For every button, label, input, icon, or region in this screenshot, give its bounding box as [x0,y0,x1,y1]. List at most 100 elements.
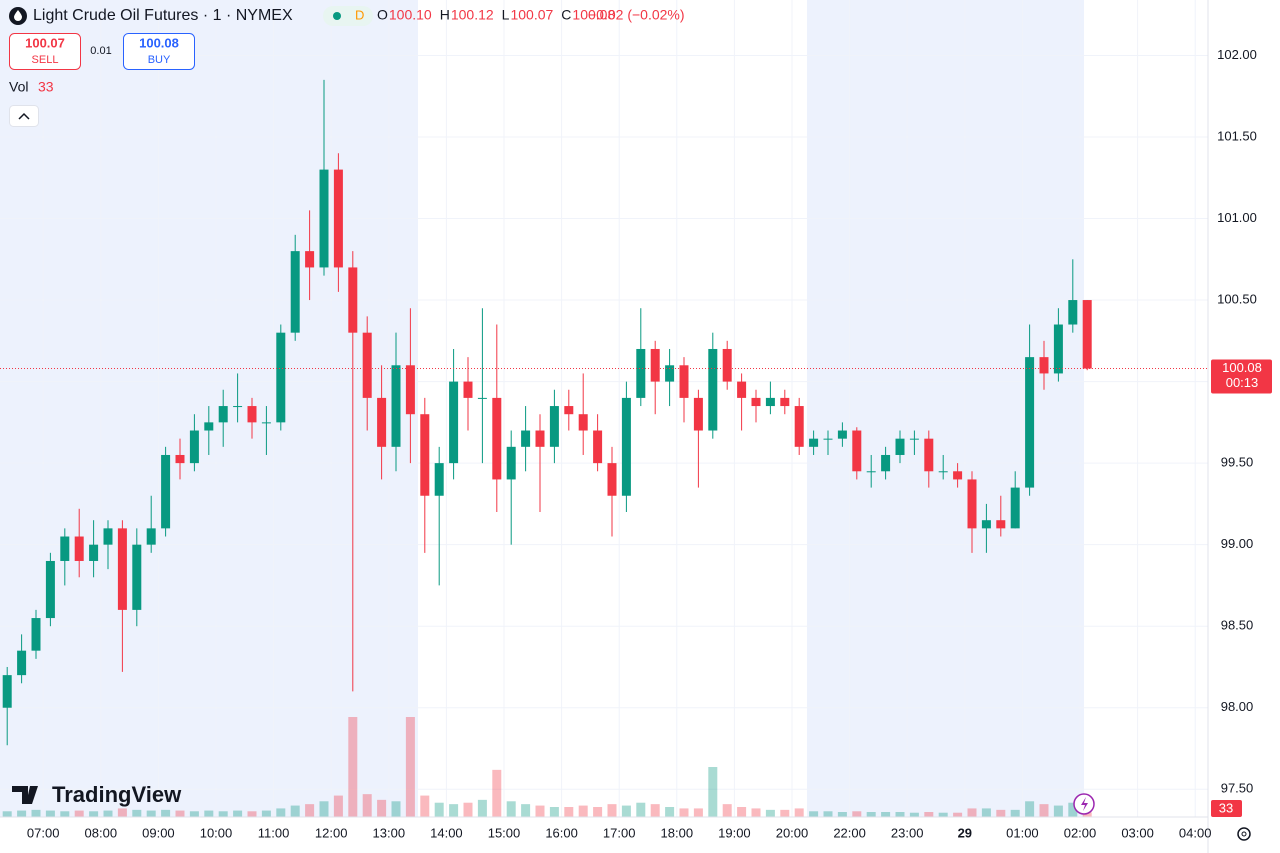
volume-bar [996,809,1006,817]
sell-button[interactable] [9,33,81,70]
volume-bar [420,795,430,817]
volume-bar [204,810,214,817]
volume-bar [794,808,804,817]
x-tick-label: 16:00 [545,825,578,840]
volume-bar [449,804,459,817]
candle-body [794,406,804,447]
volume-bar [477,799,487,817]
volume-bar [377,799,387,817]
status-pill[interactable] [323,6,373,26]
candle-body [607,463,617,496]
x-tick-label: 03:00 [1121,825,1154,840]
candle-body [765,397,775,407]
volume-legend: Vol [9,79,28,95]
settings-icon[interactable] [1237,827,1251,841]
sell-label: SELL [32,54,59,66]
x-tick-label: 12:00 [315,825,348,840]
ohlc-key: H [440,7,450,23]
volume-bar [175,810,185,817]
volume-bar [521,804,531,817]
candle-body [593,430,603,464]
candle-body [1039,357,1049,374]
volume-bar [938,812,948,817]
candle-body [895,438,905,455]
volume-bar [146,810,156,817]
volume-bar [1068,802,1078,817]
candle-body [981,520,991,529]
volume-bar [434,802,444,817]
candle-body [665,365,675,382]
candle-body [1010,487,1020,529]
candle-body [146,528,156,545]
x-tick-label: 23:00 [891,825,924,840]
spread: 0.01 [90,45,111,57]
candle-body [132,544,142,610]
volume-bar [161,809,171,817]
volume-bar [866,812,876,817]
candle-body [924,438,934,472]
volume-bar [247,811,257,817]
x-tick-label: 29 [958,825,972,840]
candle-body [434,463,444,496]
x-tick-label: 17:00 [603,825,636,840]
x-tick-label: 20:00 [776,825,809,840]
candle-body [74,536,84,561]
candle-body [578,414,588,431]
candle-body [391,365,401,447]
collapse-button[interactable] [9,105,39,127]
volume-bar [1053,805,1063,817]
volume-bar [333,795,343,817]
x-tick-label: 10:00 [200,825,233,840]
candle-body [175,454,185,464]
volume-bar [564,807,574,817]
volume-bar [909,812,919,817]
volume-bar [1039,804,1049,817]
x-tick-label: 08:00 [85,825,118,840]
candle-body [463,381,473,398]
countdown: 00:13 [1226,375,1259,390]
x-tick-label: 11:00 [258,825,290,840]
buy-price: 100.08 [139,35,179,50]
volume-bar [852,811,862,817]
volume-bar [1010,809,1020,817]
volume-bar [549,807,559,817]
volume-bar [17,810,27,817]
volume-bar [593,807,603,817]
volume-bar [218,811,228,817]
x-tick-label: 09:00 [142,825,175,840]
volume-bar [362,794,372,817]
candle-body [737,381,747,398]
last-price-label: 100.08 [1222,360,1262,375]
candle-body [117,528,127,610]
symbol-title[interactable]: Light Crude Oil Futures · 1 · NYMEX [33,7,293,24]
volume-bar [506,801,516,817]
candle-body [953,471,963,480]
x-tick-label: 01:00 [1006,825,1039,840]
volume-bar [621,805,631,817]
y-tick-label: 100.50 [1217,291,1257,306]
logo-mark [12,786,38,804]
volume-bar [74,810,84,817]
volume-bar [117,808,127,817]
candle-body [31,618,41,651]
volume-bar [261,810,271,817]
symbol-icon [14,10,22,21]
candle-body [204,422,214,431]
candle-body [2,675,12,708]
x-tick-label: 13:00 [373,825,406,840]
y-tick-label: 101.50 [1217,128,1257,143]
volume-bar [981,808,991,817]
candle-body [549,406,559,447]
x-tick-label: 22:00 [833,825,866,840]
volume-bar [895,812,905,817]
candle-body [377,397,387,447]
candle-body [823,438,833,440]
ohlc-value: 100.07 [510,7,553,23]
ohlc-key: L [502,7,510,23]
candle-body [362,332,372,398]
candle-body [161,454,171,529]
x-tick-label: 19:00 [718,825,751,840]
buy-button[interactable] [123,33,195,70]
candle-body [521,430,531,447]
volume-box [1211,800,1242,817]
